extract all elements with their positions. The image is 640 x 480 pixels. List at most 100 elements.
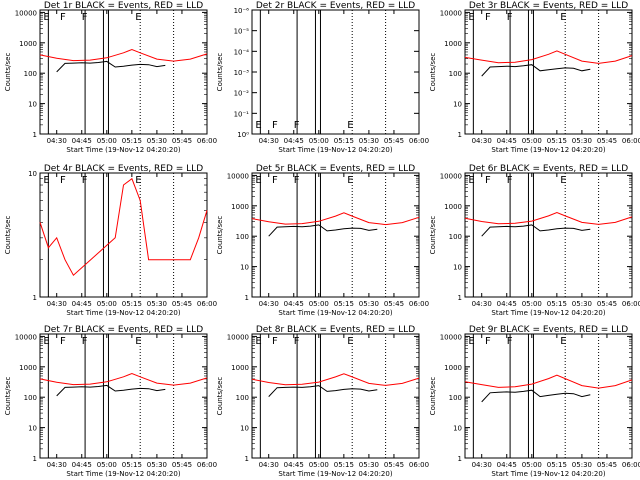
y-tick-label: 1000 bbox=[19, 40, 37, 48]
event-marker-label: F bbox=[60, 336, 66, 347]
x-tick-label: 05:30 bbox=[572, 300, 592, 308]
y-tick-label: 1 bbox=[245, 455, 249, 463]
y-tick-label: 100 bbox=[24, 394, 37, 402]
x-tick-label: 06:00 bbox=[197, 137, 217, 145]
y-tick-label: 1000 bbox=[19, 364, 37, 372]
y-tick-label: 1000 bbox=[444, 40, 462, 48]
x-tick-label: 04:45 bbox=[497, 137, 517, 145]
event-marker-label: F bbox=[272, 336, 278, 347]
x-tick-label: 04:45 bbox=[72, 300, 92, 308]
event-marker-label: F bbox=[82, 336, 88, 347]
x-tick-label: 04:30 bbox=[259, 137, 279, 145]
y-axis-label: Counts/sec bbox=[4, 377, 12, 416]
y-tick-label: 1 bbox=[245, 294, 249, 302]
y-tick-label: 10⁻⁴ bbox=[234, 48, 250, 56]
y-tick-label: 100 bbox=[449, 70, 462, 78]
series-line-events bbox=[481, 389, 591, 403]
chart-panel-8: Det 8r BLACK = Events, RED = LLD Counts/s… bbox=[216, 325, 429, 478]
chart-title: Det 4r BLACK = Events, RED = LLD bbox=[44, 164, 203, 174]
y-tick-label: 10⁻⁶ bbox=[234, 7, 250, 15]
chart-panel-6: Det 6r BLACK = Events, RED = LLD Counts/s… bbox=[429, 164, 640, 317]
event-marker-label: F bbox=[485, 175, 491, 186]
x-tick-label: 05:15 bbox=[334, 137, 354, 145]
series-line-lld bbox=[39, 372, 208, 386]
x-tick-label: 06:00 bbox=[622, 300, 640, 308]
chart-title: Det 8r BLACK = Events, RED = LLD bbox=[256, 325, 415, 335]
chart-panel-4: Det 4r BLACK = Events, RED = LLD Counts/s… bbox=[4, 164, 217, 317]
x-tick-label: 05:45 bbox=[597, 137, 617, 145]
series-line-events bbox=[481, 224, 591, 237]
series-line-events bbox=[56, 60, 166, 73]
y-axis-label: Counts/sec bbox=[216, 53, 224, 92]
plot-frame bbox=[39, 333, 208, 459]
y-tick-label: 10⁻² bbox=[234, 90, 250, 98]
event-marker-label: E bbox=[347, 120, 353, 131]
x-tick-label: 05:30 bbox=[147, 300, 167, 308]
event-marker-label: E bbox=[255, 175, 261, 186]
y-tick-label: 100 bbox=[24, 70, 37, 78]
y-tick-label: 10⁰ bbox=[237, 131, 249, 139]
series-line-lld bbox=[251, 212, 420, 226]
series-line-lld bbox=[39, 177, 208, 276]
y-tick-label: 100 bbox=[449, 394, 462, 402]
x-tick-label: 04:45 bbox=[497, 461, 517, 469]
y-tick-label: 100 bbox=[449, 233, 462, 241]
event-marker-label: F bbox=[294, 120, 300, 131]
x-tick-label: 04:30 bbox=[47, 300, 67, 308]
plot-frame bbox=[464, 172, 633, 298]
event-marker-label: E bbox=[43, 12, 49, 23]
y-tick-label: 1 bbox=[458, 294, 462, 302]
y-tick-label: 10000 bbox=[440, 9, 462, 17]
plot-frame bbox=[251, 333, 420, 459]
event-marker-label: E bbox=[468, 336, 474, 347]
event-marker-label: E bbox=[255, 336, 261, 347]
x-tick-label: 05:15 bbox=[334, 300, 354, 308]
y-axis-label: Counts/sec bbox=[4, 53, 12, 92]
x-tick-label: 05:00 bbox=[97, 461, 117, 469]
x-tick-label: 06:00 bbox=[622, 137, 640, 145]
y-tick-label: 1 bbox=[33, 131, 37, 139]
y-tick-label: 10000 bbox=[15, 9, 37, 17]
chart-title: Det 9r BLACK = Events, RED = LLD bbox=[469, 325, 628, 335]
x-tick-label: 06:00 bbox=[409, 461, 429, 469]
event-marker-label: F bbox=[272, 175, 278, 186]
event-marker-label: F bbox=[82, 12, 88, 23]
x-tick-label: 05:15 bbox=[122, 461, 142, 469]
y-tick-label: 1000 bbox=[231, 203, 249, 211]
x-tick-label: 04:30 bbox=[472, 300, 492, 308]
plot-frame bbox=[39, 9, 208, 135]
plot-frame bbox=[464, 9, 633, 135]
series-line-events bbox=[268, 224, 378, 237]
y-tick-label: 10 bbox=[240, 264, 249, 272]
y-tick-label: 10 bbox=[240, 425, 249, 433]
chart-panel-9: Det 9r BLACK = Events, RED = LLD Counts/s… bbox=[429, 325, 640, 478]
chart-title: Det 2r BLACK = Events, RED = LLD bbox=[256, 1, 415, 11]
chart-title: Det 1r BLACK = Events, RED = LLD bbox=[44, 1, 203, 11]
series-line-lld bbox=[464, 50, 633, 64]
x-tick-label: 04:30 bbox=[47, 137, 67, 145]
x-tick-label: 05:00 bbox=[97, 137, 117, 145]
y-tick-label: 10 bbox=[28, 170, 37, 178]
event-marker-label: F bbox=[272, 120, 278, 131]
x-tick-label: 04:45 bbox=[284, 300, 304, 308]
x-tick-label: 05:45 bbox=[597, 461, 617, 469]
event-marker-label: E bbox=[560, 336, 566, 347]
x-tick-label: 05:45 bbox=[597, 300, 617, 308]
event-marker-label: F bbox=[294, 175, 300, 186]
chart-panel-2: Det 2r BLACK = Events, RED = LLD Counts/s… bbox=[216, 1, 429, 154]
y-axis-label: Counts/sec bbox=[429, 53, 437, 92]
x-tick-label: 05:00 bbox=[309, 300, 329, 308]
x-tick-label: 05:00 bbox=[309, 461, 329, 469]
x-tick-label: 05:30 bbox=[572, 137, 592, 145]
y-tick-label: 1000 bbox=[444, 203, 462, 211]
event-marker-label: F bbox=[60, 175, 66, 186]
y-tick-label: 10⁻⁵ bbox=[234, 28, 250, 36]
plot-frame bbox=[464, 333, 633, 459]
event-marker-label: E bbox=[135, 336, 141, 347]
event-marker-label: F bbox=[507, 175, 513, 186]
event-marker-label: F bbox=[485, 12, 491, 23]
y-axis-label: Counts/sec bbox=[429, 377, 437, 416]
y-tick-label: 1000 bbox=[444, 364, 462, 372]
x-tick-label: 05:15 bbox=[547, 461, 567, 469]
series-line-events bbox=[268, 385, 378, 397]
